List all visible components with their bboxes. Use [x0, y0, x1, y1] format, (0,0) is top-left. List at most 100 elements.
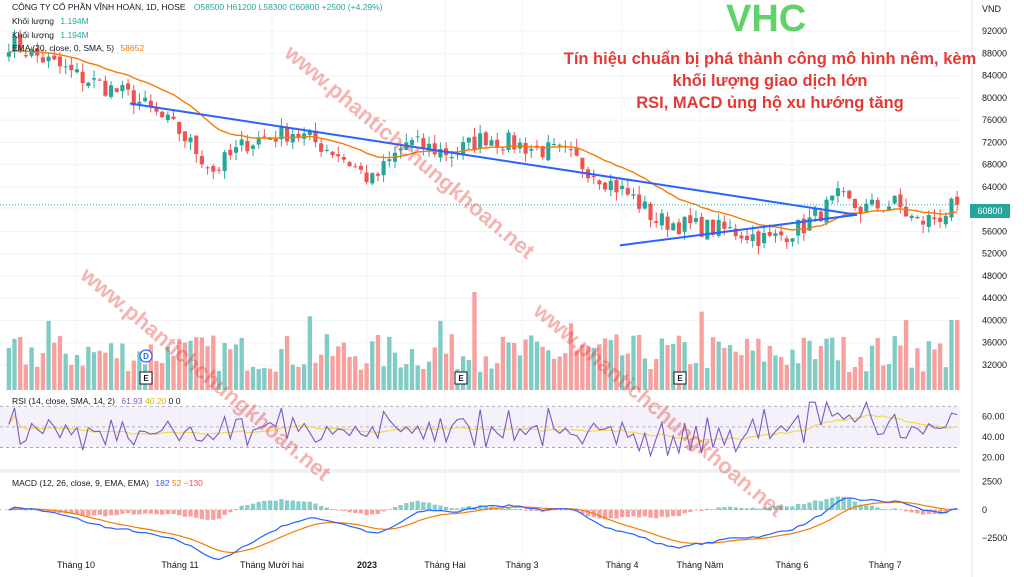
macd-histogram-bar — [869, 505, 875, 510]
candle-body — [250, 145, 256, 149]
volume-bar — [710, 337, 716, 390]
macd-histogram-bar — [29, 509, 34, 511]
candle-body — [864, 203, 869, 212]
volume-bar — [472, 292, 477, 390]
candle-body — [194, 135, 199, 155]
macd-histogram-bar — [211, 509, 216, 520]
volume-bar — [722, 347, 727, 390]
candle-body — [46, 56, 51, 62]
volume-bar — [506, 342, 511, 390]
macd-histogram-bar — [671, 509, 676, 517]
candle-body — [847, 190, 852, 199]
macd-histogram-bar — [137, 509, 142, 515]
volume-bar — [245, 370, 250, 390]
volume-bar — [546, 350, 551, 390]
candle-body — [80, 71, 85, 84]
candle-body — [665, 216, 670, 230]
macd-histogram-bar — [182, 509, 188, 517]
candle-body — [574, 147, 579, 156]
change-value: +2500 (+4.29%) — [321, 2, 383, 12]
volume-bar — [824, 338, 829, 390]
macd-histogram-bar — [557, 509, 562, 511]
candle-body — [938, 217, 943, 222]
volume-bar — [114, 358, 119, 390]
volume-bar — [296, 366, 301, 390]
volume-bar — [597, 344, 602, 390]
volume-bar — [319, 354, 324, 390]
volume-bar — [12, 338, 17, 390]
candle-body — [233, 147, 239, 153]
volume-bar — [387, 336, 392, 390]
volume-bar — [744, 338, 750, 390]
volume-bar — [290, 364, 295, 390]
macd-histogram-bar — [171, 509, 176, 515]
earnings-marker-badge — [139, 371, 153, 385]
volume-bar — [97, 350, 102, 390]
price-tick-label: 80000 — [982, 93, 1007, 103]
price-tick-label: 56000 — [982, 226, 1007, 236]
macd-histogram-bar — [875, 507, 880, 510]
candle-body — [199, 156, 204, 165]
macd-histogram-bar — [750, 507, 755, 510]
macd-histogram-bar — [228, 509, 233, 513]
candle-body — [211, 166, 216, 172]
candle-body — [523, 143, 528, 154]
macd-histogram-bar — [659, 509, 665, 517]
macd-histogram-bar — [722, 507, 727, 510]
macd-histogram-bar — [449, 508, 454, 510]
macd-histogram-bar — [915, 509, 920, 514]
volume-bar — [131, 360, 136, 390]
volume-bar — [137, 351, 142, 390]
candle-body — [608, 180, 613, 191]
candle-body — [137, 101, 142, 104]
candle-body — [273, 137, 278, 142]
candle-body — [415, 136, 420, 138]
macd-tick-label: 2500 — [982, 477, 1002, 487]
candle-body — [551, 143, 557, 145]
macd-histogram-bar — [551, 509, 557, 511]
volume-bar — [852, 366, 858, 390]
candle-body — [852, 198, 857, 209]
macd-histogram-bar — [585, 509, 591, 517]
volume-bar — [761, 361, 767, 390]
macd-histogram-bar — [716, 507, 721, 510]
macd-histogram-bar — [330, 509, 335, 510]
macd-histogram-bar — [756, 508, 761, 510]
candle-body — [148, 100, 153, 107]
candle-body — [427, 143, 432, 151]
volume-bar — [614, 334, 619, 390]
macd-histogram-bar — [398, 504, 403, 510]
volume-bar — [216, 371, 222, 390]
volume-bar — [398, 367, 403, 390]
macd-histogram-bar — [284, 500, 290, 510]
ema-line — [8, 50, 958, 231]
macd-histogram-bar — [710, 509, 716, 510]
price-tick-label: 92000 — [982, 26, 1007, 36]
macd-histogram-bar — [358, 509, 364, 514]
macd-histogram-bar — [205, 509, 210, 520]
volume-bar — [256, 368, 261, 390]
candle-body — [216, 169, 221, 171]
macd-histogram-bar — [818, 501, 824, 510]
macd-histogram-bar — [619, 509, 625, 518]
macd-value: 182 — [155, 478, 170, 488]
macd-histogram-bar — [415, 500, 420, 510]
volume-bar — [949, 320, 954, 390]
candle-body — [18, 35, 23, 53]
volume-bar — [279, 349, 284, 390]
price-tick-label: 32000 — [982, 360, 1007, 370]
volume-bar — [625, 353, 630, 390]
candle-body — [830, 195, 835, 201]
candle-body — [841, 191, 846, 193]
volume-bar — [915, 348, 920, 390]
candle-body — [750, 234, 755, 242]
candle-body — [818, 211, 823, 222]
volume-bar — [222, 343, 227, 390]
candle-body — [114, 88, 119, 92]
volume-bar — [273, 371, 278, 390]
volume-bar — [676, 335, 682, 390]
macd-histogram-bar — [336, 509, 341, 511]
volume-bar — [790, 349, 795, 390]
candle-body — [177, 121, 182, 134]
macd-histogram-bar — [892, 508, 897, 510]
